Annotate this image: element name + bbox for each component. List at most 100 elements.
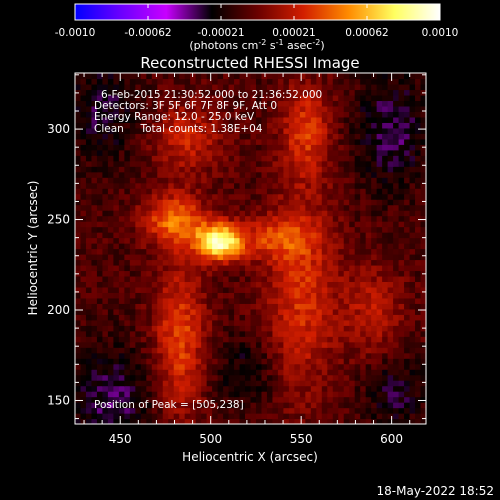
- heatmap-cell: [157, 259, 164, 266]
- heatmap-cell: [343, 78, 350, 85]
- heatmap-cell: [382, 314, 389, 321]
- heatmap-cell: [387, 407, 394, 414]
- heatmap-cell: [184, 83, 191, 91]
- heatmap-cell: [195, 199, 202, 206]
- heatmap-cell: [272, 182, 279, 189]
- heatmap-cell: [217, 330, 224, 337]
- heatmap-cell: [409, 286, 416, 293]
- heatmap-cell: [201, 325, 208, 332]
- heatmap-cell: [107, 73, 114, 80]
- heatmap-cell: [365, 160, 372, 167]
- heatmap-cell: [245, 325, 252, 332]
- heatmap-cell: [124, 248, 131, 255]
- heatmap-cell: [250, 297, 257, 304]
- heatmap-cell: [212, 138, 219, 145]
- heatmap-cell: [415, 78, 422, 85]
- heatmap-cell: [173, 144, 180, 151]
- heatmap-cell: [124, 402, 131, 409]
- heatmap-cell: [173, 177, 180, 184]
- heatmap-cell: [91, 237, 98, 244]
- heatmap-cell: [140, 380, 147, 387]
- heatmap-cell: [299, 138, 306, 145]
- heatmap-cell: [387, 281, 394, 288]
- heatmap-cell: [365, 325, 372, 332]
- heatmap-cell: [190, 264, 197, 272]
- heatmap-cell: [217, 248, 224, 255]
- heatmap-cell: [420, 380, 426, 387]
- heatmap-cell: [338, 89, 345, 96]
- heatmap-cell: [102, 171, 109, 178]
- heatmap-cell: [195, 341, 202, 348]
- heatmap-cell: [80, 100, 87, 107]
- colorbar-tick-label: 0.00021: [272, 27, 315, 39]
- heatmap-cell: [349, 363, 356, 370]
- heatmap-cell: [96, 358, 104, 365]
- heatmap-cell: [151, 105, 158, 112]
- heatmap-cell: [85, 319, 93, 326]
- heatmap-cell: [404, 73, 411, 80]
- heatmap-cell: [299, 232, 306, 239]
- heatmap-cell: [250, 319, 257, 326]
- heatmap-cell: [299, 144, 306, 151]
- heatmap-cell: [151, 204, 158, 211]
- heatmap-cell: [245, 237, 252, 244]
- heatmap-cell: [239, 83, 246, 91]
- heatmap-cell: [239, 314, 246, 321]
- heatmap-cell: [80, 89, 87, 96]
- heatmap-cell: [250, 127, 257, 134]
- heatmap-cell: [173, 188, 180, 195]
- heatmap-cell: [96, 319, 104, 326]
- heatmap-cell: [91, 94, 98, 102]
- heatmap-cell: [234, 133, 241, 140]
- heatmap-cell: [266, 226, 274, 233]
- heatmap-cell: [398, 105, 405, 112]
- heatmap-cell: [107, 264, 114, 272]
- heatmap-cell: [398, 199, 405, 206]
- heatmap-cell: [288, 325, 295, 332]
- heatmap-cell: [157, 215, 164, 222]
- heatmap-cell: [190, 259, 197, 266]
- heatmap-cell: [201, 336, 208, 343]
- heatmap-cell: [184, 160, 191, 167]
- heatmap-cell: [85, 149, 93, 156]
- heatmap-cell: [299, 259, 306, 266]
- heatmap-cell: [223, 270, 230, 277]
- heatmap-cell: [332, 171, 339, 178]
- heatmap-cell: [310, 418, 317, 424]
- heatmap-cell: [338, 73, 345, 80]
- heatmap-cell: [387, 270, 394, 277]
- heatmap-cell: [184, 94, 191, 102]
- heatmap-cell: [102, 73, 109, 80]
- heatmap-cell: [124, 264, 131, 272]
- heatmap-cell: [305, 133, 312, 140]
- heatmap-cell: [223, 221, 230, 228]
- heatmap-cell: [316, 105, 323, 112]
- heatmap-cell: [173, 319, 180, 326]
- heatmap-cell: [332, 133, 339, 140]
- heatmap-cell: [80, 303, 87, 310]
- heatmap-cell: [228, 418, 235, 424]
- heatmap-cell: [266, 111, 274, 118]
- heatmap-cell: [96, 116, 104, 123]
- heatmap-cell: [398, 330, 405, 337]
- heatmap-cell: [299, 133, 306, 140]
- heatmap-cell: [327, 193, 334, 200]
- heatmap-cell: [184, 369, 191, 376]
- heatmap-cell: [146, 155, 153, 162]
- heatmap-cell: [223, 286, 230, 293]
- heatmap-cell: [321, 122, 328, 129]
- heatmap-cell: [239, 407, 246, 414]
- heatmap-cell: [217, 116, 224, 123]
- heatmap-cell: [179, 413, 186, 420]
- heatmap-cell: [75, 177, 82, 184]
- heatmap-cell: [288, 336, 295, 343]
- heatmap-cell: [288, 380, 295, 387]
- heatmap-cell: [294, 221, 301, 228]
- heatmap-cell: [354, 352, 361, 359]
- heatmap-cell: [266, 292, 274, 299]
- heatmap-cell: [327, 73, 334, 80]
- heatmap-cell: [223, 303, 230, 310]
- heatmap-cell: [91, 144, 98, 151]
- heatmap-cell: [190, 413, 197, 420]
- heatmap-cell: [184, 325, 191, 332]
